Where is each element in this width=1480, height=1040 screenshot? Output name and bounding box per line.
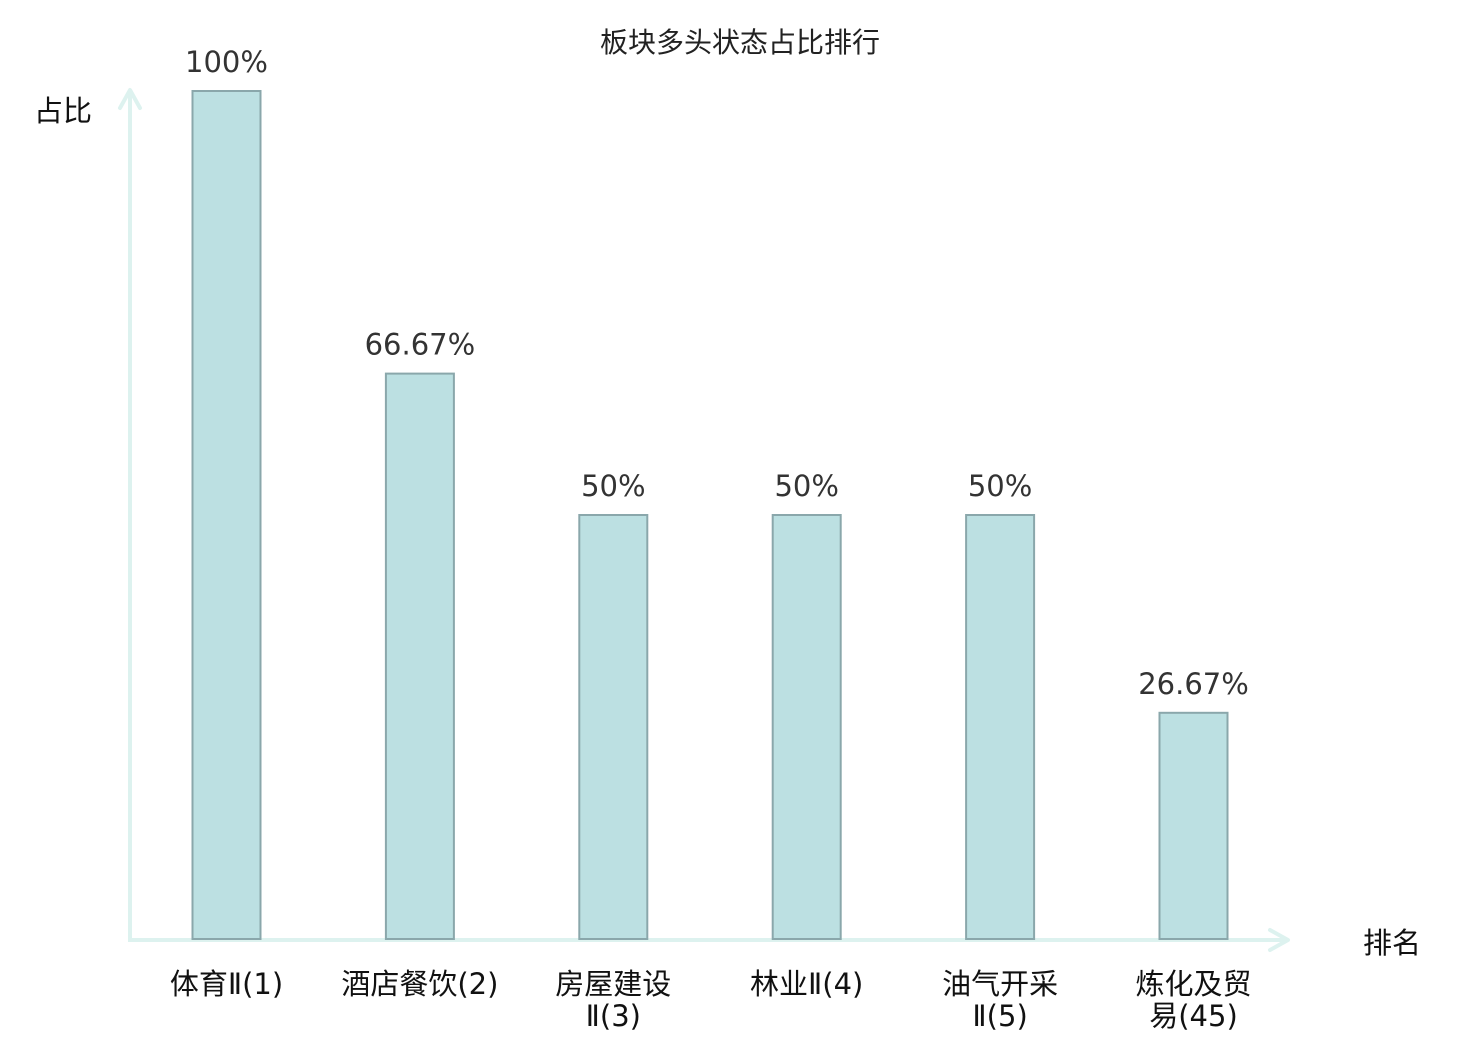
category-label: 易(45) [1149,999,1238,1033]
x-axis-label: 排名 [1363,926,1421,960]
category-label: Ⅱ(5) [972,999,1027,1033]
chart-title: 板块多头状态占比排行 [600,26,880,59]
bar [1158,711,1229,940]
category-label: 林业Ⅱ(4) [750,967,863,1001]
category-label: 体育Ⅱ(1) [170,967,283,1001]
bar-value-label: 100% [185,45,268,79]
bar [965,514,1036,940]
category-label: Ⅱ(3) [586,999,641,1033]
category-label: 炼化及贸 [1135,967,1251,1001]
category-label: 房屋建设 [555,967,671,1001]
bar [384,372,455,941]
bar-value-label: 50% [968,469,1032,503]
category-label: 油气开采 [942,967,1058,1001]
category-label: 酒店餐饮(2) [341,967,498,1001]
x-axis-arrow [1268,928,1290,952]
bar [578,514,649,940]
bar-value-label: 50% [581,469,645,503]
bar [191,90,262,940]
bar-value-label: 66.67% [365,328,476,362]
bar [771,514,842,940]
y-axis-arrow [118,88,142,110]
y-axis-label: 占比 [34,94,92,128]
bar-value-label: 50% [774,469,838,503]
bar-value-label: 26.67% [1138,667,1249,701]
